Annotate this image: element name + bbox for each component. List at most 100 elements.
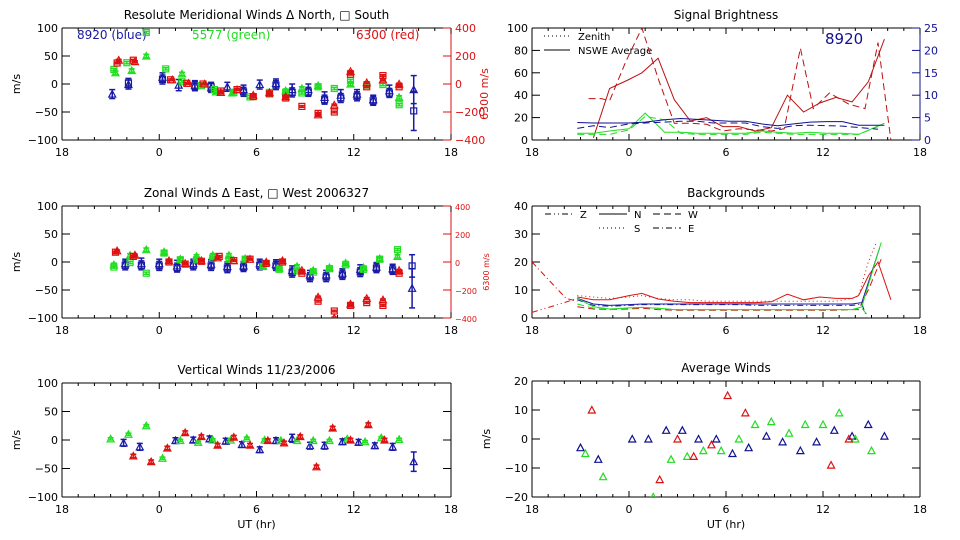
- data-point: [627, 434, 637, 443]
- data-point: [337, 92, 345, 104]
- triangle-marker: [598, 471, 608, 481]
- triangle-marker: [716, 445, 726, 455]
- data-point: [193, 437, 203, 446]
- square-marker: [278, 258, 287, 266]
- square-marker: [183, 79, 191, 87]
- x-axis-label: UT (hr): [707, 518, 745, 531]
- data-point: [740, 408, 750, 417]
- data-point: [141, 420, 151, 430]
- y-tick-label: 50: [44, 50, 58, 63]
- y2-axis-label: 6300 m/s: [478, 68, 491, 120]
- data-point: [716, 445, 726, 455]
- x-tick-label: 18: [55, 503, 69, 516]
- square-marker: [215, 252, 223, 260]
- data-point: [744, 442, 754, 452]
- square-marker: [314, 83, 322, 91]
- triangle-marker: [879, 431, 889, 440]
- data-point: [158, 74, 167, 85]
- data-point: [643, 434, 653, 443]
- data-point: [394, 434, 404, 444]
- triangle-marker: [128, 451, 138, 460]
- triangle-marker: [162, 443, 172, 452]
- data-point: [320, 440, 330, 450]
- square-marker: [314, 297, 322, 305]
- data-point: [598, 471, 608, 481]
- triangle-marker: [180, 427, 190, 437]
- plot-area: [106, 419, 419, 473]
- data-point: [230, 257, 238, 265]
- data-point: [276, 435, 286, 445]
- square-marker: [275, 265, 283, 273]
- data-point: [111, 248, 120, 256]
- series-line-8920-n: [577, 247, 881, 306]
- y-tick-label: 100: [37, 200, 58, 213]
- y-axis-label: m/s: [10, 430, 23, 450]
- triangle-marker: [221, 436, 231, 445]
- y2-tick-label: 5: [924, 112, 931, 125]
- data-point: [188, 435, 198, 444]
- plot-area: [575, 390, 889, 497]
- chart-title: Average Winds: [681, 361, 771, 375]
- triangle-marker: [222, 82, 232, 91]
- triangle-marker: [682, 451, 692, 460]
- data-point: [593, 454, 603, 463]
- triangle-marker: [193, 437, 203, 446]
- square-marker: [223, 264, 231, 272]
- triangle-marker: [346, 299, 356, 308]
- data-point: [129, 252, 137, 260]
- data-point: [389, 264, 397, 276]
- triangle-marker: [281, 91, 291, 101]
- data-point: [324, 435, 334, 445]
- x-tick-label: 18: [444, 324, 458, 337]
- y-tick-label: 20: [514, 112, 528, 125]
- triangle-marker: [666, 454, 676, 463]
- data-point: [575, 442, 586, 452]
- y-axis-label: m/s: [10, 252, 23, 272]
- x-tick-label: 0: [626, 146, 633, 159]
- square-marker: [249, 92, 257, 101]
- square-marker: [197, 257, 205, 265]
- x-tick-label: 18: [444, 503, 458, 516]
- data-point: [278, 258, 287, 266]
- y2-tick-label: −200: [455, 287, 477, 296]
- data-point: [706, 440, 716, 449]
- y2-tick-label: 15: [924, 67, 938, 80]
- data-point: [246, 255, 254, 263]
- data-point: [580, 448, 590, 458]
- square-marker: [314, 109, 322, 118]
- chart-title: Zonal Winds Δ East, □ West 2006327: [144, 186, 369, 200]
- triangle-marker: [672, 434, 683, 443]
- legend-label: S: [634, 224, 640, 235]
- data-point: [123, 429, 133, 438]
- y-tick-label: 0: [521, 312, 528, 325]
- data-point: [124, 77, 133, 89]
- data-point: [180, 427, 190, 437]
- data-point: [160, 249, 168, 257]
- data-point: [298, 89, 306, 97]
- data-point: [410, 90, 418, 132]
- triangle-marker: [766, 416, 776, 426]
- data-point: [698, 445, 708, 455]
- data-point: [175, 435, 185, 445]
- y2-tick-label: 0: [455, 259, 460, 268]
- series-line-8920-zenith: [577, 120, 879, 130]
- triangle-marker: [277, 255, 287, 265]
- data-point: [282, 94, 290, 102]
- data-point: [165, 258, 173, 266]
- data-point: [262, 259, 270, 267]
- triangle-marker: [229, 432, 239, 441]
- y2-tick-label: 200: [455, 231, 470, 240]
- square-marker: [338, 271, 347, 279]
- triangle-marker: [800, 419, 810, 429]
- series-line-6300-s: [577, 242, 877, 302]
- x-tick-label: 18: [913, 146, 927, 159]
- series-line-5577-zenith: [577, 115, 879, 135]
- legend-label: Zenith: [578, 32, 610, 43]
- y-tick-label: 100: [37, 22, 58, 35]
- triangle-marker: [107, 89, 117, 98]
- data-point: [359, 265, 368, 273]
- chart-zonal: Zonal Winds Δ East, □ West 2006327 18 0 6 12…: [10, 186, 491, 337]
- data-point: [137, 260, 146, 271]
- triangle-marker: [146, 456, 156, 466]
- square-marker: [337, 94, 345, 102]
